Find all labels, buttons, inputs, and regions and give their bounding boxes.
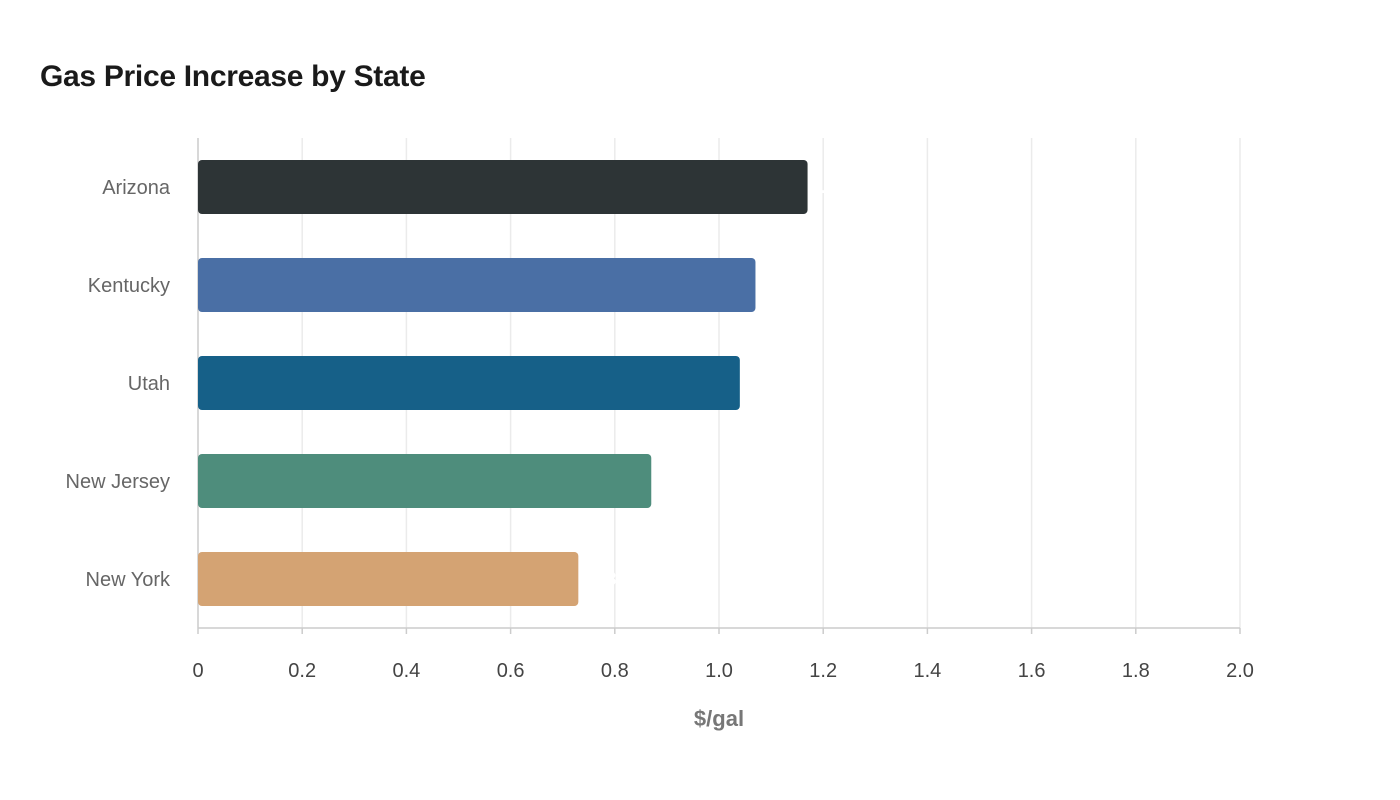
- bar-kentucky: [198, 258, 756, 312]
- data-label: 1.04: [743, 373, 778, 393]
- x-tick-label: 1.2: [809, 660, 837, 682]
- x-tick-label: 0.4: [392, 660, 420, 682]
- data-label: 0.73: [581, 569, 616, 589]
- y-category-label: Utah: [128, 373, 170, 395]
- bar-arizona: [198, 160, 808, 214]
- x-tick-label: 2.0: [1226, 660, 1254, 682]
- x-tick-label: 1.4: [913, 660, 941, 682]
- x-tick-label: 0.6: [497, 660, 525, 682]
- chart-title: Gas Price Increase by State: [40, 60, 426, 93]
- x-axis-title: $/gal: [694, 706, 744, 731]
- y-category-label: New Jersey: [66, 471, 170, 493]
- x-tick-label: 1.6: [1018, 660, 1046, 682]
- x-tick-label: 0.8: [601, 660, 629, 682]
- x-tick-label: 0.2: [288, 660, 316, 682]
- bar-utah: [198, 356, 740, 410]
- bar-new-york: [198, 552, 579, 606]
- data-label: 0.87: [654, 471, 689, 491]
- data-label: 1.07: [758, 275, 793, 295]
- y-category-label: Arizona: [102, 177, 171, 199]
- bar-new-jersey: [198, 454, 652, 508]
- x-tick-label: 1.0: [705, 660, 733, 682]
- y-category-label: New York: [86, 569, 171, 591]
- y-category-label: Kentucky: [88, 275, 170, 297]
- data-label: 1.17: [811, 177, 846, 197]
- x-tick-label: 1.8: [1122, 660, 1150, 682]
- x-tick-label: 0: [192, 660, 203, 682]
